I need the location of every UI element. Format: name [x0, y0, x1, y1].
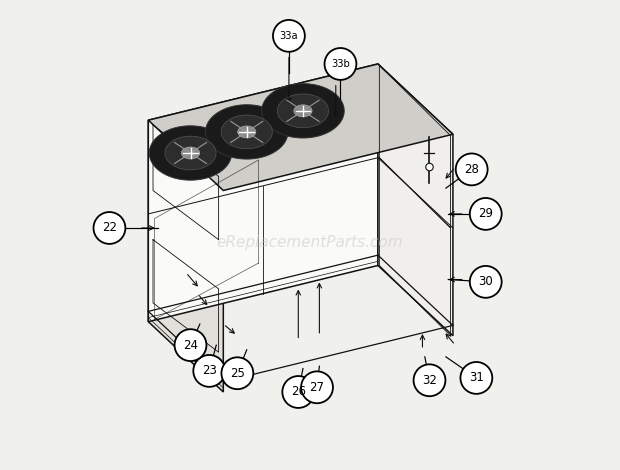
Circle shape: [470, 198, 502, 230]
Circle shape: [324, 48, 356, 80]
Circle shape: [301, 371, 333, 403]
Circle shape: [461, 362, 492, 394]
Circle shape: [426, 163, 433, 171]
Text: 22: 22: [102, 221, 117, 235]
Circle shape: [470, 266, 502, 298]
Text: 33a: 33a: [280, 31, 298, 41]
Text: 29: 29: [478, 207, 494, 220]
Circle shape: [456, 154, 487, 185]
Text: eReplacementParts.com: eReplacementParts.com: [216, 235, 404, 250]
Text: 33b: 33b: [331, 59, 350, 69]
Text: 27: 27: [309, 381, 324, 394]
Polygon shape: [237, 126, 256, 138]
Text: 30: 30: [479, 275, 493, 289]
Circle shape: [273, 20, 305, 52]
Circle shape: [414, 364, 445, 396]
Text: 24: 24: [183, 338, 198, 352]
Text: 31: 31: [469, 371, 484, 384]
Polygon shape: [294, 105, 312, 117]
Circle shape: [221, 357, 254, 389]
Polygon shape: [182, 147, 200, 159]
Text: 25: 25: [230, 367, 245, 380]
Polygon shape: [262, 84, 344, 138]
Polygon shape: [148, 64, 453, 190]
Text: 28: 28: [464, 163, 479, 176]
Circle shape: [193, 355, 225, 387]
Polygon shape: [149, 126, 232, 180]
Polygon shape: [205, 105, 288, 159]
Polygon shape: [148, 64, 378, 321]
Polygon shape: [378, 64, 453, 336]
Polygon shape: [221, 115, 272, 149]
Polygon shape: [165, 136, 216, 170]
Circle shape: [175, 329, 206, 361]
Text: 32: 32: [422, 374, 437, 387]
Text: 26: 26: [291, 385, 306, 399]
Polygon shape: [148, 120, 223, 392]
Circle shape: [94, 212, 125, 244]
Text: 23: 23: [202, 364, 216, 377]
Circle shape: [282, 376, 314, 408]
Polygon shape: [277, 94, 329, 128]
